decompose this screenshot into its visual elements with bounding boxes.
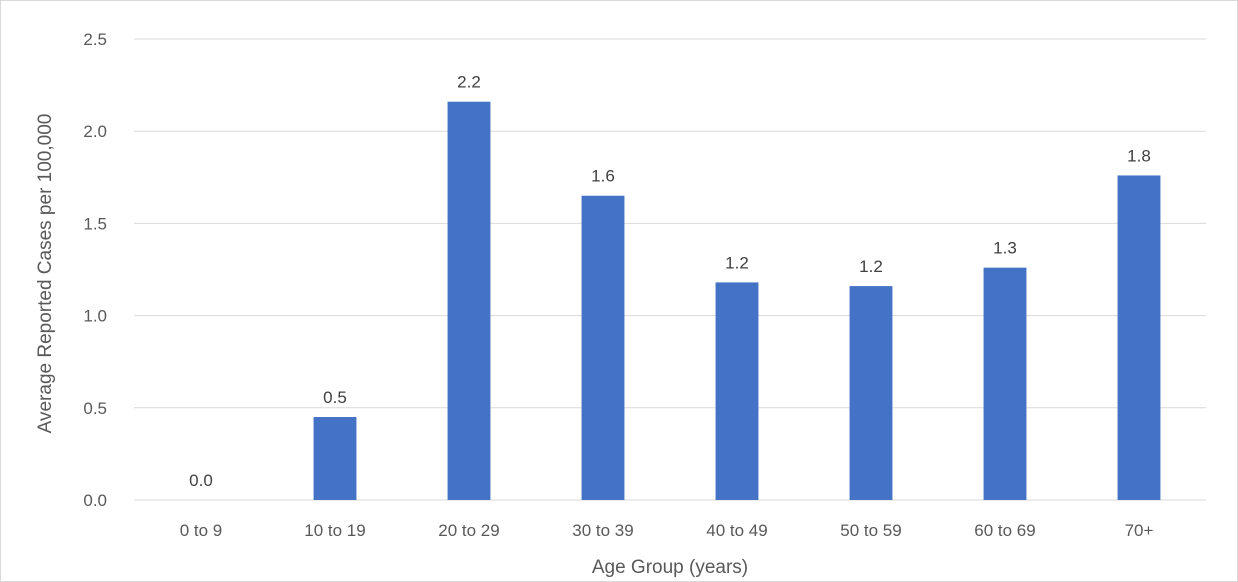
x-tick-label: 70+ (1125, 521, 1154, 540)
x-axis-ticks: 0 to 9 10 to 19 20 to 29 30 to 39 40 to 49 50… (180, 521, 1154, 540)
bar (581, 195, 625, 501)
x-tick-label: 0 to 9 (180, 521, 223, 540)
y-tick-label: 2.5 (83, 30, 107, 49)
y-tick-label: 0.5 (83, 399, 107, 418)
x-tick-label: 10 to 19 (304, 521, 365, 540)
x-tick-label: 40 to 49 (706, 521, 767, 540)
data-label: 0.0 (189, 471, 213, 490)
data-label: 0.5 (323, 388, 347, 407)
bars (313, 101, 1161, 501)
data-label: 1.8 (1127, 146, 1151, 165)
x-tick-label: 20 to 29 (438, 521, 499, 540)
y-tick-label: 2.0 (83, 122, 107, 141)
data-label: 1.2 (725, 253, 749, 272)
y-axis-title: Average Reported Cases per 100,000 (35, 114, 56, 434)
y-tick-label: 1.0 (83, 307, 107, 326)
data-label: 1.3 (993, 239, 1017, 258)
y-tick-label: 1.5 (83, 214, 107, 233)
y-tick-label: 0.0 (83, 491, 107, 510)
y-axis-ticks: 0.0 0.5 1.0 1.5 2.0 2.5 (83, 30, 107, 510)
bar (447, 101, 491, 501)
bar (849, 286, 893, 500)
x-axis-title: Age Group (years) (592, 557, 748, 578)
data-label: 2.2 (457, 73, 481, 92)
bar (715, 282, 759, 500)
gridlines (134, 38, 1206, 501)
bar (1117, 175, 1161, 500)
x-tick-label: 30 to 39 (572, 521, 633, 540)
data-label: 1.2 (859, 257, 883, 276)
bar (313, 417, 357, 500)
data-label: 1.6 (591, 167, 615, 186)
data-labels: 0.0 0.5 2.2 1.6 1.2 1.2 1.3 1.8 (189, 73, 1151, 490)
x-tick-label: 50 to 59 (840, 521, 901, 540)
x-tick-label: 60 to 69 (974, 521, 1035, 540)
bar (983, 267, 1027, 500)
